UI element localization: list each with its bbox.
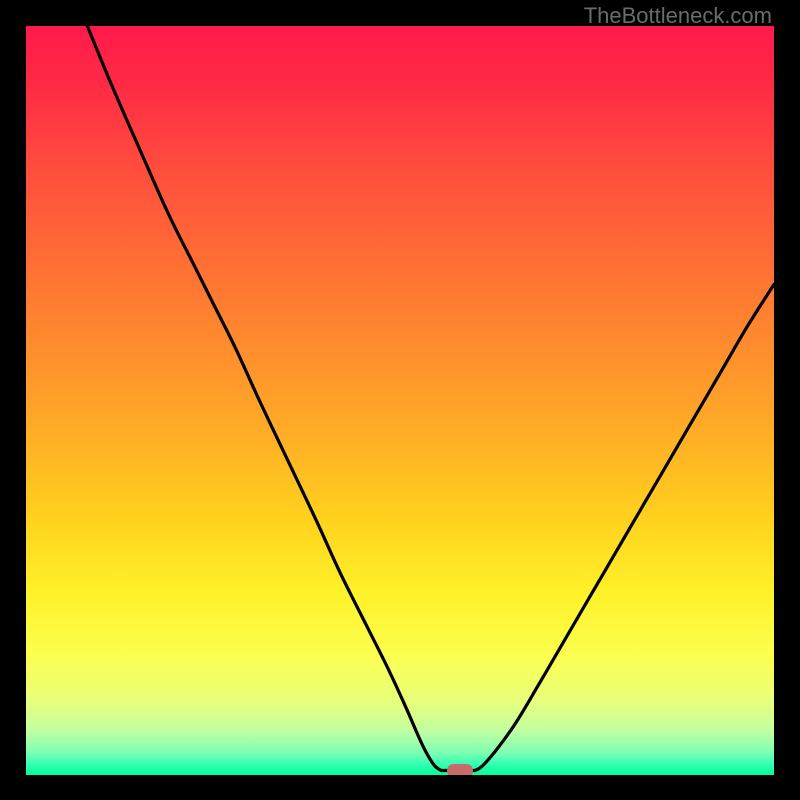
plot-area — [26, 26, 774, 775]
bottleneck-curve — [26, 26, 774, 775]
chart-container: TheBottleneck.com — [0, 0, 800, 800]
watermark-text: TheBottleneck.com — [584, 3, 772, 29]
bottleneck-marker — [447, 764, 473, 775]
